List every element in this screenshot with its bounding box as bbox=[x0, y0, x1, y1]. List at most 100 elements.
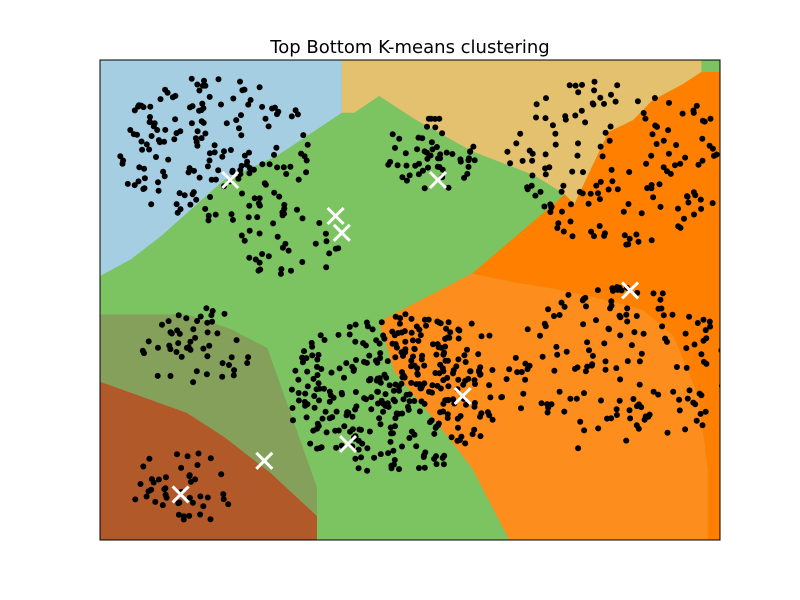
data-point bbox=[319, 415, 326, 422]
data-point bbox=[665, 127, 672, 134]
data-point bbox=[541, 203, 548, 210]
data-point bbox=[285, 247, 292, 254]
data-point bbox=[349, 413, 356, 420]
data-point bbox=[203, 371, 210, 378]
data-point bbox=[697, 196, 704, 203]
data-point bbox=[551, 367, 558, 374]
data-point bbox=[470, 143, 477, 150]
data-point bbox=[237, 78, 243, 85]
data-point bbox=[682, 154, 689, 161]
data-point bbox=[381, 335, 388, 342]
data-point bbox=[692, 401, 699, 408]
data-point bbox=[163, 494, 170, 501]
data-point bbox=[465, 163, 472, 170]
data-point bbox=[608, 166, 615, 173]
data-point bbox=[457, 156, 464, 163]
data-point bbox=[561, 408, 568, 415]
data-point bbox=[453, 363, 460, 370]
data-point bbox=[173, 130, 180, 137]
data-point bbox=[566, 82, 573, 89]
data-point bbox=[698, 351, 705, 358]
data-point bbox=[355, 465, 362, 472]
data-point bbox=[554, 225, 561, 231]
data-point bbox=[439, 130, 446, 137]
data-point bbox=[200, 105, 207, 112]
data-point bbox=[581, 427, 588, 434]
data-point bbox=[221, 310, 228, 317]
data-point bbox=[385, 161, 392, 168]
data-point bbox=[580, 169, 586, 176]
data-point bbox=[591, 233, 597, 240]
data-point bbox=[589, 352, 596, 359]
data-point bbox=[577, 418, 584, 425]
data-point bbox=[314, 372, 321, 378]
data-point bbox=[416, 326, 423, 333]
data-point bbox=[175, 511, 182, 518]
data-point bbox=[659, 290, 666, 297]
data-point bbox=[127, 127, 134, 133]
data-point bbox=[207, 194, 214, 200]
data-point bbox=[722, 357, 728, 363]
data-point bbox=[146, 455, 153, 462]
data-point bbox=[353, 357, 359, 363]
data-point bbox=[607, 123, 614, 130]
data-point bbox=[435, 155, 441, 162]
data-point bbox=[194, 142, 201, 149]
data-point bbox=[380, 400, 387, 407]
data-point bbox=[259, 161, 266, 168]
data-point bbox=[173, 201, 180, 208]
data-point bbox=[138, 138, 145, 145]
data-point bbox=[135, 178, 142, 185]
data-point bbox=[580, 296, 587, 302]
data-point bbox=[486, 332, 493, 339]
data-point bbox=[586, 347, 592, 354]
data-point bbox=[366, 428, 373, 435]
data-point bbox=[205, 217, 212, 224]
data-point bbox=[193, 368, 200, 375]
data-point bbox=[333, 408, 340, 415]
data-point bbox=[147, 114, 153, 120]
data-point bbox=[197, 313, 204, 320]
data-point bbox=[194, 462, 201, 468]
data-point bbox=[625, 241, 632, 248]
data-point bbox=[304, 368, 311, 375]
data-point bbox=[167, 346, 174, 353]
data-point bbox=[519, 157, 526, 164]
data-point bbox=[390, 387, 397, 394]
data-point bbox=[256, 84, 263, 91]
data-point bbox=[524, 186, 531, 193]
data-point bbox=[186, 512, 193, 519]
data-point bbox=[423, 322, 429, 329]
data-point bbox=[428, 417, 435, 424]
data-point bbox=[524, 326, 531, 333]
data-point bbox=[419, 383, 425, 390]
data-point bbox=[194, 81, 201, 88]
data-point bbox=[471, 377, 478, 384]
data-point bbox=[424, 123, 430, 130]
data-point bbox=[204, 353, 211, 360]
data-point bbox=[636, 358, 643, 365]
data-point bbox=[304, 141, 311, 148]
centroid-marker bbox=[338, 434, 358, 454]
data-point bbox=[460, 381, 467, 388]
data-point bbox=[419, 167, 426, 174]
data-point bbox=[445, 184, 452, 191]
data-point bbox=[265, 123, 272, 130]
data-point bbox=[582, 119, 589, 126]
data-point bbox=[323, 429, 330, 436]
data-point bbox=[578, 107, 585, 114]
data-point bbox=[382, 391, 389, 398]
data-point bbox=[727, 357, 733, 363]
data-point bbox=[595, 425, 602, 432]
data-point bbox=[274, 164, 281, 171]
data-point bbox=[355, 446, 362, 453]
data-point bbox=[204, 163, 211, 170]
data-point bbox=[640, 110, 647, 116]
data-point bbox=[392, 144, 398, 151]
data-point bbox=[581, 390, 587, 397]
data-point bbox=[194, 128, 201, 135]
data-point bbox=[203, 305, 210, 312]
data-point bbox=[398, 380, 405, 387]
data-point bbox=[218, 471, 225, 478]
data-point bbox=[683, 364, 690, 371]
